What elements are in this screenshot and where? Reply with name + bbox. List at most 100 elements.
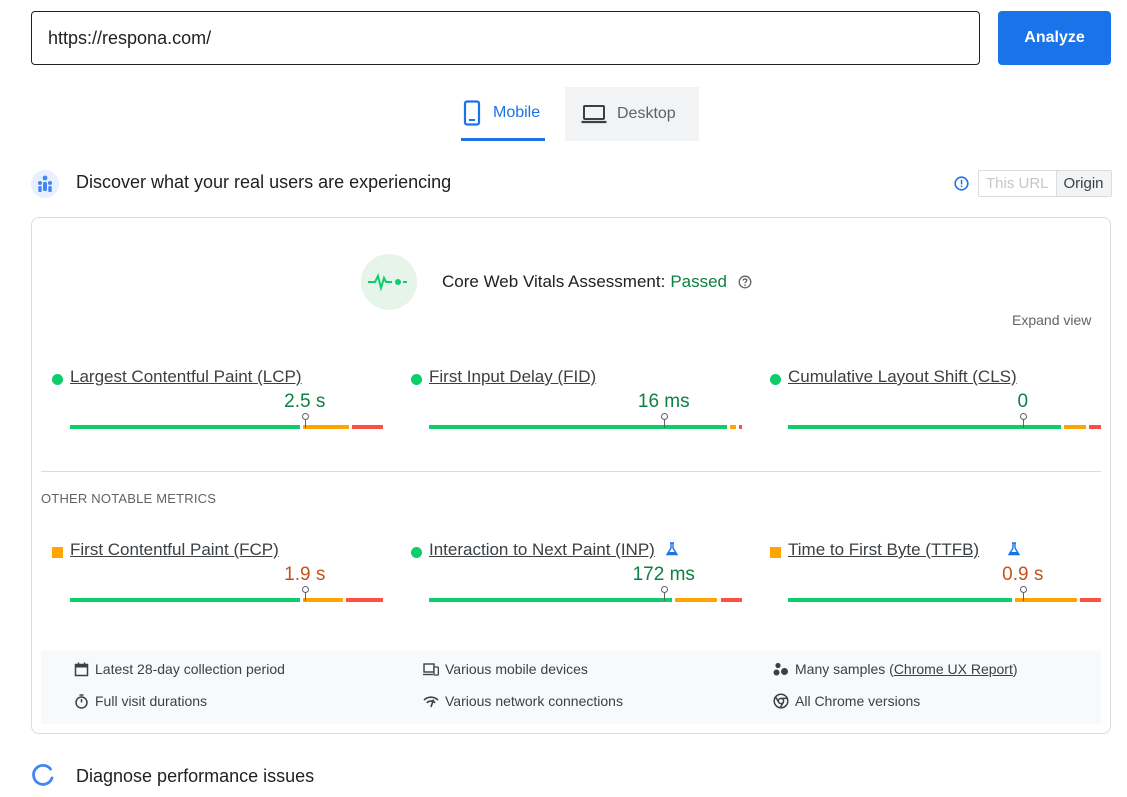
analyze-button[interactable]: Analyze [998, 11, 1111, 65]
info-samples-suffix: ) [1012, 661, 1018, 677]
cwv-badge [361, 254, 417, 310]
field-data-title: Discover what your real users are experi… [76, 172, 452, 192]
loading-spinner-icon [32, 764, 54, 786]
metric-label[interactable]: Largest Contentful Paint (LCP) [70, 367, 302, 386]
other-metrics-heading: OTHER NOTABLE METRICS [41, 491, 217, 506]
good-segment [788, 598, 1013, 602]
info-samples-text: Many samples (Chrome UX Report) [795, 661, 1018, 677]
p75-marker [1019, 413, 1027, 428]
average-marker [770, 547, 781, 558]
p75-marker [660, 413, 668, 428]
pulse-icon [368, 273, 407, 292]
url-input[interactable] [31, 11, 980, 65]
chrome-ux-report-link[interactable]: Chrome UX Report [893, 661, 1013, 677]
info-chrome: All Chrome versions [773, 693, 920, 709]
toggle-origin[interactable]: Origin [1056, 171, 1111, 196]
info-devices: Various mobile devices [423, 661, 588, 677]
good-segment [429, 598, 672, 602]
devices-icon [423, 662, 439, 676]
info-chrome-text: All Chrome versions [795, 693, 921, 709]
calendar-icon [74, 662, 89, 676]
metric-label[interactable]: Cumulative Layout Shift (CLS) [788, 367, 1017, 386]
average-segment [303, 425, 350, 429]
signal-icon [423, 695, 439, 707]
metric-value: 2.5 s [284, 391, 326, 412]
poor-segment [738, 425, 742, 429]
info-icon[interactable] [954, 176, 969, 191]
metric-value: 172 ms [632, 564, 695, 585]
metric-value: 1.9 s [284, 564, 326, 585]
good-segment [70, 425, 301, 429]
p75-marker [301, 586, 309, 601]
average-segment [674, 598, 718, 602]
tab-mobile[interactable]: Mobile [461, 87, 545, 141]
tab-desktop[interactable]: Desktop [565, 87, 699, 141]
users-icon [31, 170, 59, 198]
info-collection-period: Latest 28-day collection period [74, 661, 285, 677]
average-segment [303, 598, 344, 602]
info-devices-text: Various mobile devices [445, 661, 588, 677]
diagnose-title: Diagnose performance issues [76, 766, 315, 786]
good-segment [429, 425, 727, 429]
metric-value: 0.9 s [1002, 564, 1044, 585]
tab-desktop-label: Desktop [617, 105, 676, 122]
help-icon[interactable] [738, 275, 752, 289]
p75-marker [660, 586, 668, 601]
metric-label[interactable]: Time to First Byte (TTFB) [788, 540, 980, 559]
metric-fid: First Input Delay (FID) 16 ms [411, 367, 743, 447]
phone-icon [463, 99, 481, 126]
toggle-this-url[interactable]: This URL [979, 171, 1057, 196]
average-segment [1015, 598, 1077, 602]
good-segment [788, 425, 1062, 429]
data-info-panel: Latest 28-day collection period Full vis… [41, 651, 1101, 724]
good-marker [52, 374, 63, 385]
metric-lcp: Largest Contentful Paint (LCP) 2.5 s [52, 367, 384, 447]
poor-segment [720, 598, 742, 602]
good-marker [411, 547, 422, 558]
poor-segment [1079, 598, 1101, 602]
poor-segment [1088, 425, 1101, 429]
p75-marker [301, 413, 309, 428]
p75-marker [1019, 586, 1027, 601]
metric-cls: Cumulative Layout Shift (CLS) 0 [770, 367, 1102, 447]
metric-label[interactable]: First Contentful Paint (FCP) [70, 540, 279, 559]
poor-segment [346, 598, 383, 602]
info-durations: Full visit durations [74, 693, 207, 709]
metric-ttfb: Time to First Byte (TTFB) 0.9 s [770, 540, 1102, 620]
metric-label[interactable]: Interaction to Next Paint (INP) [429, 540, 655, 559]
poor-segment [352, 425, 383, 429]
laptop-icon [581, 105, 607, 124]
average-segment [1064, 425, 1086, 429]
info-durations-text: Full visit durations [95, 693, 208, 709]
info-samples: Many samples (Chrome UX Report) [773, 661, 1018, 677]
cwv-assessment-result: Passed [670, 272, 728, 291]
cwv-assessment: Core Web Vitals Assessment: Passed [442, 272, 752, 292]
good-marker [770, 374, 781, 385]
good-segment [70, 598, 301, 602]
good-marker [411, 374, 422, 385]
distribution-bar [429, 413, 742, 429]
experimental-flask-icon [1007, 542, 1021, 556]
chrome-icon [773, 693, 789, 709]
info-network-text: Various network connections [445, 693, 623, 709]
info-collection-period-text: Latest 28-day collection period [95, 661, 285, 677]
cwv-assessment-label: Core Web Vitals Assessment: [442, 272, 666, 291]
divider [41, 471, 1101, 472]
distribution-bar [70, 413, 383, 429]
distribution-bar [429, 586, 742, 602]
distribution-bar [788, 586, 1101, 602]
info-samples-prefix: Many samples ( [795, 661, 894, 677]
metric-inp: Interaction to Next Paint (INP) 172 ms [411, 540, 743, 620]
experimental-flask-icon [665, 542, 679, 556]
tab-mobile-label: Mobile [493, 103, 541, 121]
average-segment [729, 425, 736, 429]
distribution-bar [788, 413, 1101, 429]
samples-icon [773, 662, 788, 675]
field-data-card: Core Web Vitals Assessment: Passed Expan… [31, 217, 1111, 734]
distribution-bar [70, 586, 383, 602]
metric-value: 0 [1017, 391, 1029, 412]
stopwatch-icon [75, 693, 88, 709]
expand-view-link[interactable]: Expand view [1012, 312, 1092, 328]
metric-label[interactable]: First Input Delay (FID) [429, 367, 597, 386]
metric-value: 16 ms [637, 391, 690, 412]
